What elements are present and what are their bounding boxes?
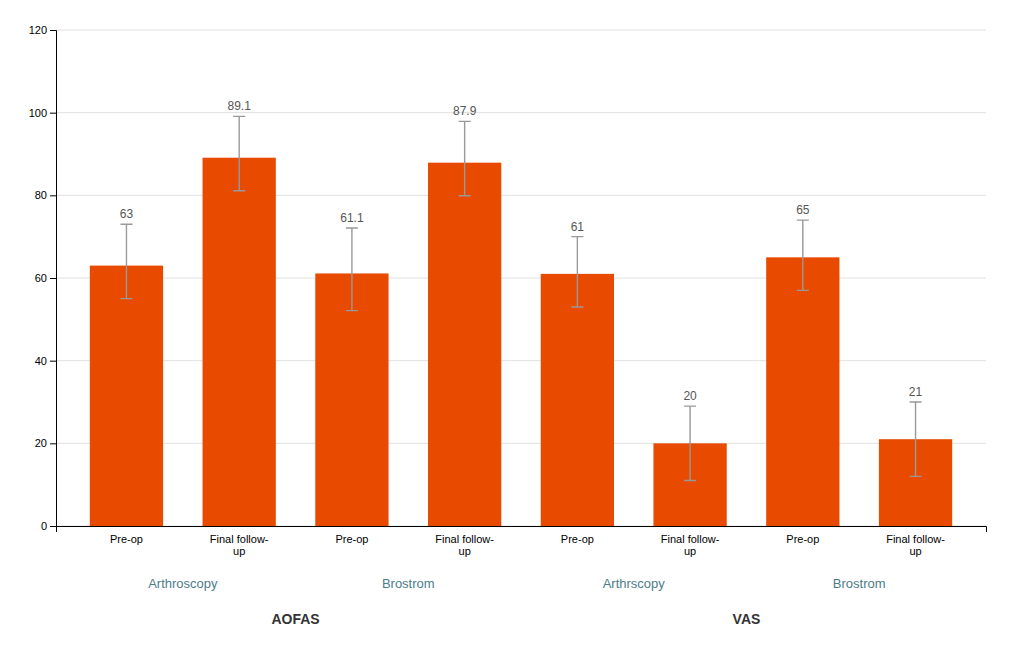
y-tick: 60 bbox=[35, 272, 56, 284]
x-tick-label-line: up bbox=[233, 545, 245, 557]
data-label: 65 bbox=[796, 203, 810, 217]
data-label: 63 bbox=[120, 207, 134, 221]
x-tick-label-line: Pre-op bbox=[110, 533, 143, 545]
x-tick: Pre-op bbox=[786, 533, 819, 545]
error-bar bbox=[797, 220, 809, 290]
y-tick-mark bbox=[50, 30, 56, 31]
bar bbox=[766, 257, 839, 526]
x-tick-label-line: Final follow- bbox=[210, 533, 269, 545]
section-labels: AOFAS VAS bbox=[271, 611, 760, 627]
bar bbox=[541, 274, 614, 526]
y-tick: 120 bbox=[29, 24, 56, 36]
marks bbox=[90, 116, 952, 526]
error-bar bbox=[684, 406, 696, 480]
x-axis-line bbox=[57, 527, 987, 533]
grid bbox=[56, 30, 986, 526]
error-bar bbox=[120, 224, 132, 298]
x-tick: Final follow-up bbox=[210, 533, 269, 558]
data-labels: 63 89.1 61.1 87.9 61 20 65 21 bbox=[120, 99, 923, 403]
y-tick: 80 bbox=[35, 189, 56, 201]
error-bar bbox=[459, 121, 471, 195]
group-label: Arthrscopy bbox=[603, 576, 666, 591]
grid-line bbox=[56, 278, 986, 279]
x-tick-label: Final follow-up bbox=[435, 533, 494, 558]
data-label: 87.9 bbox=[453, 104, 477, 118]
y-tick-label: 100 bbox=[29, 107, 47, 119]
y-tick-mark bbox=[50, 526, 56, 527]
error-bar bbox=[346, 228, 358, 311]
data-label: 61 bbox=[571, 220, 585, 234]
x-tick-label: Final follow-up bbox=[661, 533, 720, 558]
x-axis: Pre-op Final follow-up Pre-op Final follow-… bbox=[57, 527, 987, 558]
error-bar bbox=[571, 237, 583, 307]
group-label: Arthroscopy bbox=[148, 576, 218, 591]
x-tick: Pre-op bbox=[561, 533, 594, 545]
y-axis-line bbox=[50, 31, 57, 527]
x-tick-label: Pre-op bbox=[786, 533, 819, 545]
x-tick-label: Pre-op bbox=[561, 533, 594, 545]
y-tick-label: 0 bbox=[41, 520, 47, 532]
y-tick-mark bbox=[50, 195, 56, 196]
chart: 020406080100120Pre-opFinal follow-upPre-… bbox=[0, 0, 1010, 651]
plot: 020406080100120Pre-opFinal follow-upPre-… bbox=[29, 24, 987, 627]
y-tick: 0 bbox=[41, 520, 56, 532]
y-tick-mark bbox=[50, 361, 56, 362]
x-tick-label: Final follow-up bbox=[886, 533, 945, 558]
error-bar bbox=[233, 116, 245, 190]
group-label: Brostrom bbox=[382, 576, 435, 591]
group-labels: Arthroscopy Brostrom Arthrscopy Brostrom bbox=[148, 576, 885, 591]
x-tick: Final follow-up bbox=[661, 533, 720, 558]
bar bbox=[90, 266, 163, 526]
bar bbox=[203, 158, 276, 526]
section-label: AOFAS bbox=[271, 611, 319, 627]
y-tick: 40 bbox=[35, 355, 56, 367]
grid-line bbox=[56, 30, 986, 31]
grid-line bbox=[56, 360, 986, 361]
grid-line bbox=[56, 112, 986, 113]
x-tick-label-line: Pre-op bbox=[786, 533, 819, 545]
y-tick-mark bbox=[50, 443, 56, 444]
x-tick: Pre-op bbox=[335, 533, 368, 545]
y-tick: 20 bbox=[35, 437, 56, 449]
x-tick-label-line: Pre-op bbox=[561, 533, 594, 545]
x-tick-label: Final follow-up bbox=[210, 533, 269, 558]
bar bbox=[428, 163, 501, 526]
y-tick-mark bbox=[50, 278, 56, 279]
y-tick-label: 120 bbox=[29, 24, 47, 36]
x-tick-label-line: Pre-op bbox=[335, 533, 368, 545]
y-tick-label: 60 bbox=[35, 272, 47, 284]
data-label: 61.1 bbox=[340, 211, 364, 225]
y-tick: 100 bbox=[29, 107, 56, 119]
y-axis: 0 20 40 60 80 100 120 bbox=[29, 24, 57, 532]
x-tick-label-line: up bbox=[684, 545, 696, 557]
x-tick: Final follow-up bbox=[435, 533, 494, 558]
x-tick-label: Pre-op bbox=[110, 533, 143, 545]
x-tick-label-line: up bbox=[909, 545, 921, 557]
y-tick-mark bbox=[50, 113, 56, 114]
x-tick-label-line: Final follow- bbox=[661, 533, 720, 545]
x-tick-label-line: Final follow- bbox=[886, 533, 945, 545]
x-tick: Pre-op bbox=[110, 533, 143, 545]
data-label: 21 bbox=[909, 385, 923, 399]
y-tick-label: 20 bbox=[35, 437, 47, 449]
x-tick-label-line: Final follow- bbox=[435, 533, 494, 545]
error-bar bbox=[910, 402, 922, 476]
section-label: VAS bbox=[733, 611, 761, 627]
grid-line bbox=[56, 195, 986, 196]
grid-line bbox=[56, 443, 986, 444]
data-label: 20 bbox=[683, 389, 697, 403]
data-label: 89.1 bbox=[228, 99, 252, 113]
x-tick-label-line: up bbox=[459, 545, 471, 557]
group-label: Brostrom bbox=[833, 576, 886, 591]
x-tick: Final follow-up bbox=[886, 533, 945, 558]
x-tick-label: Pre-op bbox=[335, 533, 368, 545]
y-tick-label: 80 bbox=[35, 189, 47, 201]
y-tick-label: 40 bbox=[35, 355, 47, 367]
